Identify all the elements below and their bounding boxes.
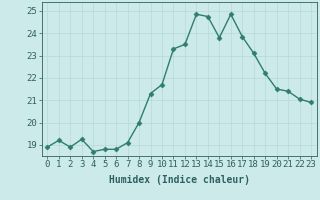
X-axis label: Humidex (Indice chaleur): Humidex (Indice chaleur)	[109, 175, 250, 185]
